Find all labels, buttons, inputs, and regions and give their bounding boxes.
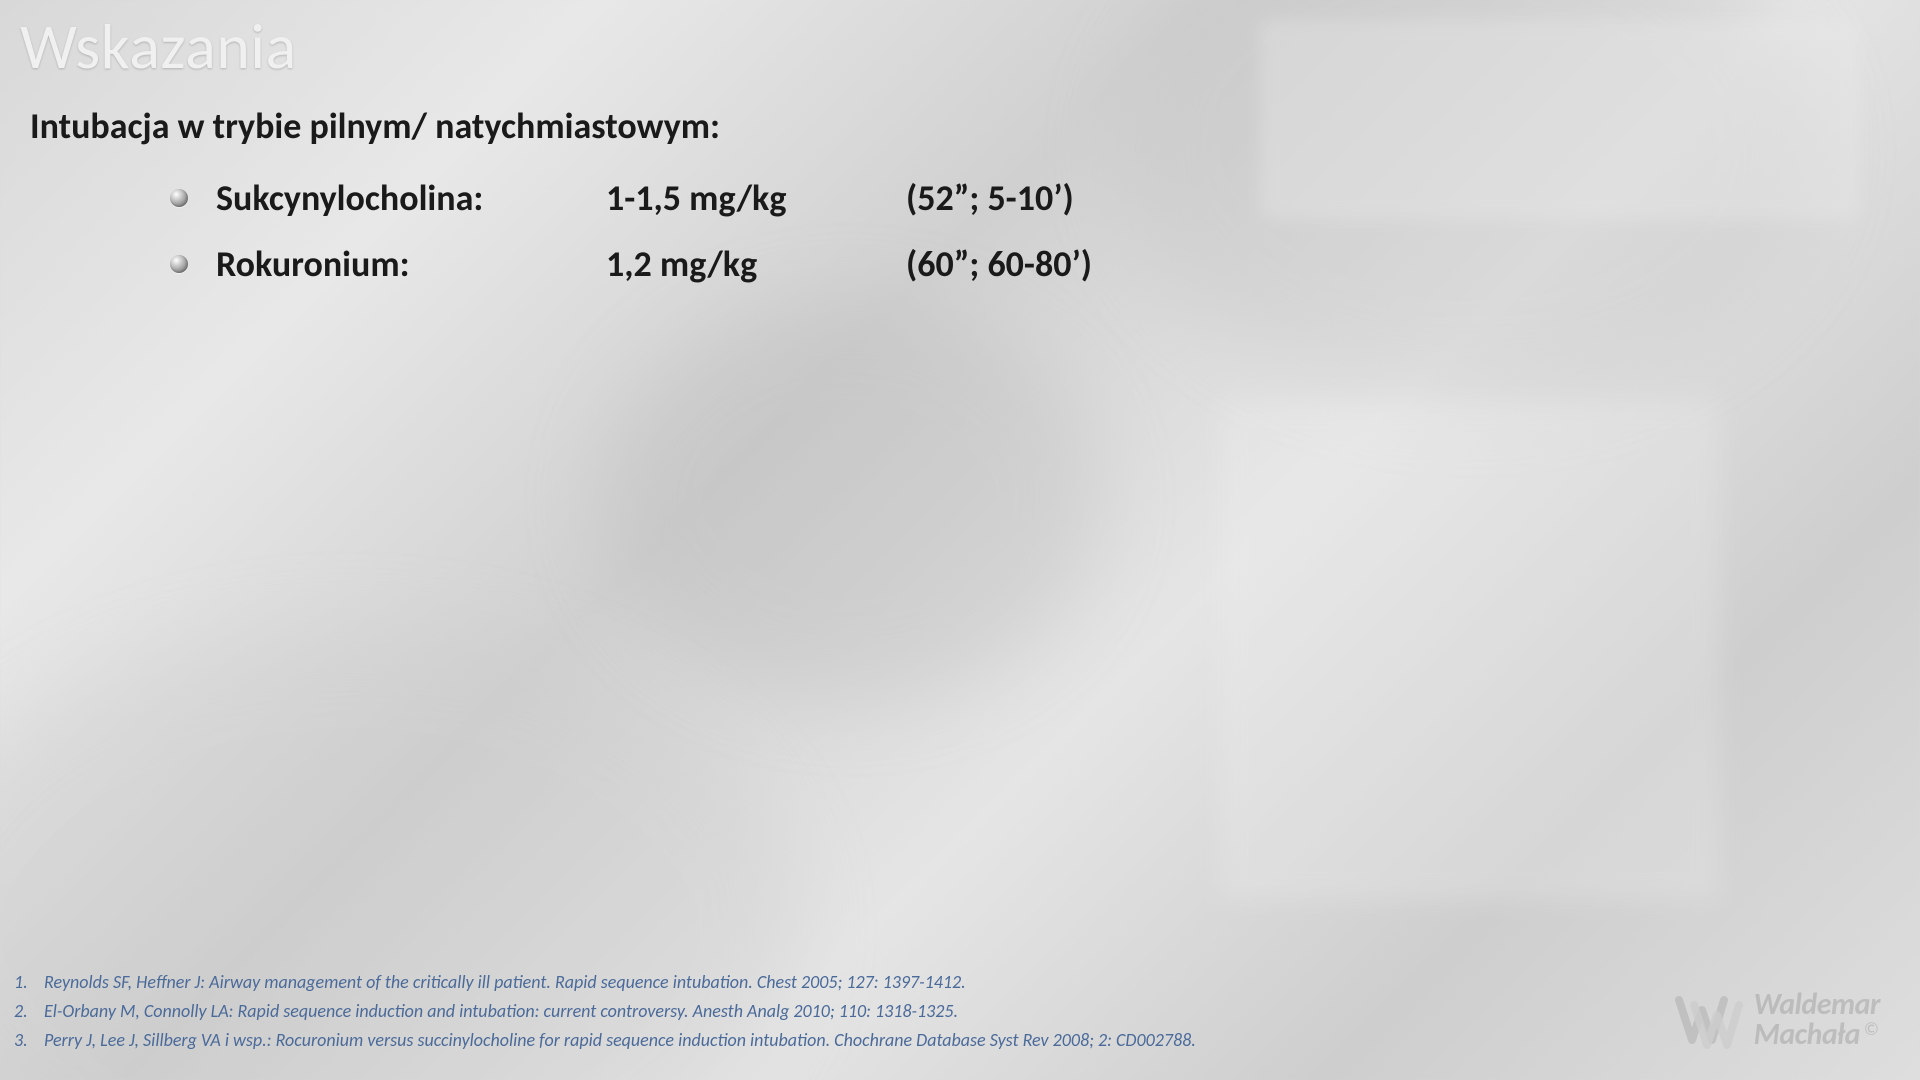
reference-item: 2. El-Orbany M, Connolly LA: Rapid seque… xyxy=(14,998,1420,1025)
author-watermark: Waldemar Machała © xyxy=(1674,990,1880,1050)
reference-list: 1. Reynolds SF, Heffner J: Airway manage… xyxy=(14,969,1420,1056)
slide-subheading: Intubacja w trybie pilnym/ natychmiastow… xyxy=(0,86,1920,148)
bullet-icon xyxy=(170,189,188,207)
watermark-logo-icon xyxy=(1674,990,1744,1050)
drug-list: Sukcynylocholina: 1-1,5 mg/kg (52”; 5-10… xyxy=(0,148,1920,286)
reference-item: 1. Reynolds SF, Heffner J: Airway manage… xyxy=(14,969,1420,996)
drug-dose: 1,2 mg/kg xyxy=(606,242,906,286)
slide: Wskazania Intubacja w trybie pilnym/ nat… xyxy=(0,0,1920,1080)
slide-title: Wskazania xyxy=(0,0,1920,86)
drug-row: Sukcynylocholina: 1-1,5 mg/kg (52”; 5-10… xyxy=(170,176,1920,220)
watermark-line2: Machała xyxy=(1754,1020,1860,1050)
watermark-text: Waldemar Machała © xyxy=(1754,990,1880,1050)
reference-number: 1. xyxy=(14,969,44,996)
reference-item: 3. Perry J, Lee J, Sillberg VA i wsp.: R… xyxy=(14,1027,1420,1054)
reference-number: 2. xyxy=(14,998,44,1025)
reference-text: El-Orbany M, Connolly LA: Rapid sequence… xyxy=(44,998,958,1025)
reference-number: 3. xyxy=(14,1027,44,1054)
reference-text: Reynolds SF, Heffner J: Airway managemen… xyxy=(44,969,966,996)
drug-row: Rokuronium: 1,2 mg/kg (60”; 60-80’) xyxy=(170,242,1920,286)
drug-time: (60”; 60-80’) xyxy=(906,242,1092,286)
drug-name: Rokuronium: xyxy=(216,242,606,286)
reference-text: Perry J, Lee J, Sillberg VA i wsp.: Rocu… xyxy=(44,1027,1196,1054)
drug-dose: 1-1,5 mg/kg xyxy=(606,176,906,220)
drug-name: Sukcynylocholina: xyxy=(216,176,606,220)
bullet-icon xyxy=(170,255,188,273)
copyright-icon: © xyxy=(1864,1020,1879,1038)
drug-time: (52”; 5-10’) xyxy=(906,176,1074,220)
